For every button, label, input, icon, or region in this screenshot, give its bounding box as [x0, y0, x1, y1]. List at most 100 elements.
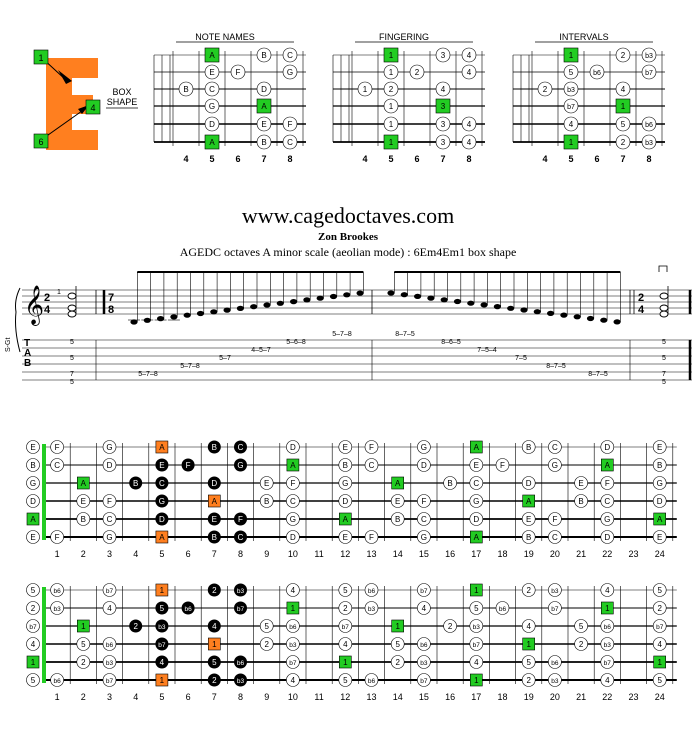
note-marker	[76, 637, 91, 651]
note-label: 4	[291, 586, 296, 595]
box-note-marker	[129, 476, 143, 490]
note-label: 5	[343, 586, 348, 595]
fretboard-fret-number: 6	[186, 692, 191, 702]
small-diagram-note-marker	[282, 47, 298, 63]
tab-number: 8–7–5	[588, 371, 608, 378]
note-label: E	[212, 515, 217, 524]
small-diagram-note-marker	[230, 64, 246, 80]
note-label: 2	[395, 658, 400, 667]
note-label: F	[290, 479, 295, 488]
note-marker	[259, 476, 274, 490]
small-diagram-fret-number: 8	[287, 154, 292, 164]
scale-note	[387, 290, 395, 296]
small-diagram-fret-number: 5	[568, 154, 573, 164]
fretboard-fret-number: 20	[550, 549, 560, 559]
note-marker	[102, 583, 117, 597]
small-diagram-note-label: G	[287, 68, 293, 77]
small-diagram-fret-number: 4	[542, 154, 547, 164]
scale-note	[130, 319, 138, 325]
box-note-marker	[207, 530, 221, 544]
small-diagram-fret-number: 8	[466, 154, 471, 164]
tab-number: 5–7–8	[180, 363, 200, 370]
scale-note	[276, 300, 284, 306]
note-label: E	[159, 461, 164, 470]
note-marker	[102, 673, 117, 687]
small-diagram-note-label: 4	[441, 85, 446, 94]
note-label: 2	[31, 604, 36, 613]
box-note-marker	[181, 601, 195, 615]
note-marker	[364, 440, 379, 454]
note-label: F	[369, 443, 374, 452]
note-label: 4	[291, 676, 296, 685]
note-label: C	[421, 515, 427, 524]
scale-note	[427, 295, 435, 301]
note-label: 1	[474, 586, 479, 595]
small-diagram-note-label: A	[261, 102, 267, 111]
note-label: 1	[81, 622, 86, 631]
fretboard-fret-number: 7	[212, 692, 217, 702]
note-label: F	[186, 461, 191, 470]
note-marker	[259, 637, 274, 651]
note-marker	[652, 530, 667, 544]
box-note-marker	[234, 440, 247, 454]
note-label: b7	[604, 660, 612, 667]
fretboard-fret-number: 8	[238, 549, 243, 559]
note-label: 2	[264, 640, 269, 649]
note-marker	[338, 637, 353, 651]
tab-number: 8–7–5	[395, 331, 415, 338]
note-label: b6	[551, 660, 559, 667]
note-label: b7	[420, 678, 428, 685]
note-label: E	[526, 515, 531, 524]
note-label: 5	[212, 658, 217, 667]
note-marker	[417, 655, 431, 669]
note-label: D	[159, 515, 165, 524]
note-label: F	[605, 479, 610, 488]
note-label: b7	[289, 660, 297, 667]
note-marker	[102, 494, 117, 508]
box-root-marker	[155, 530, 169, 544]
root-note-marker	[391, 619, 405, 633]
box-root-marker	[155, 673, 169, 687]
note-marker	[26, 619, 40, 633]
root-note-marker	[338, 512, 352, 526]
root-note-marker	[469, 673, 483, 687]
note-label: D	[107, 461, 113, 470]
scale-note	[236, 305, 244, 311]
box-root-marker	[208, 494, 221, 508]
note-marker	[76, 655, 91, 669]
small-diagram-fret-number: 4	[362, 154, 367, 164]
note-label: E	[343, 443, 348, 452]
fretboard-fret-number: 15	[419, 692, 429, 702]
small-diagram-note-label: b6	[645, 122, 653, 129]
small-diagram-fret-number: 5	[209, 154, 214, 164]
note-marker	[50, 601, 64, 615]
note-marker	[652, 637, 667, 651]
note-marker	[286, 530, 300, 544]
small-diagram-note-label: b7	[645, 70, 653, 77]
note-marker	[259, 619, 274, 633]
logo-marker-6	[33, 133, 49, 149]
small-diagram-note-marker	[282, 134, 298, 150]
note-marker	[26, 458, 40, 472]
small-diagram-note-marker	[282, 116, 298, 132]
note-marker	[26, 583, 40, 597]
tab-number: 7–5–4	[477, 347, 497, 354]
note-marker	[26, 637, 40, 651]
note-marker	[600, 619, 615, 633]
note-marker	[574, 494, 588, 508]
box-note-marker	[155, 476, 169, 490]
box-note-marker	[129, 619, 143, 633]
small-diagram-note-marker	[282, 64, 298, 80]
note-label: B	[447, 479, 452, 488]
small-diagram-note-marker	[383, 98, 399, 114]
scale-note	[533, 309, 541, 315]
root-note-marker	[522, 637, 536, 651]
note-label: F	[55, 443, 60, 452]
note-label: b3	[551, 678, 559, 685]
small-diagram-note-label: b6	[593, 70, 601, 77]
box-label-line-1: BOX	[112, 87, 131, 97]
note-label: b7	[473, 642, 481, 649]
small-diagram-note-label: 1	[569, 51, 574, 60]
note-label: b6	[106, 642, 114, 649]
note-label: 1	[343, 658, 348, 667]
